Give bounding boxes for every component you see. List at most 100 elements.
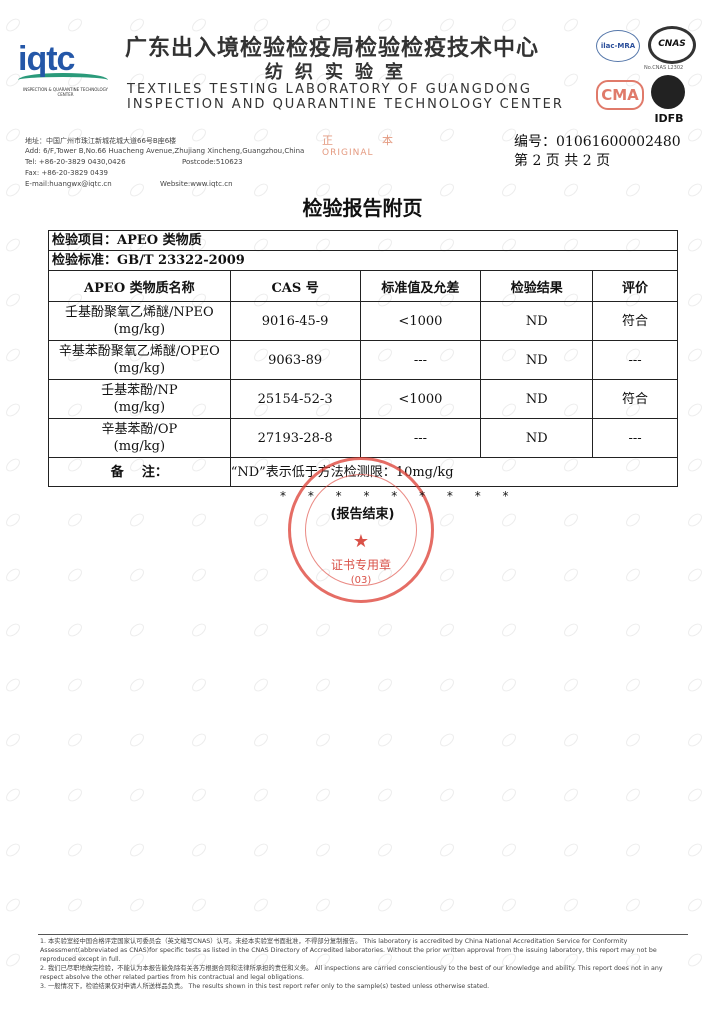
col-header-limit: 标准值及允差: [359, 270, 482, 302]
watermark-mark: [65, 16, 85, 34]
address-en: Add: 6/F,Tower B,No.66 Huacheng Avenue,Z…: [25, 147, 305, 155]
watermark-mark: [437, 676, 457, 694]
watermark-mark: [685, 841, 705, 859]
watermark-mark: [251, 731, 271, 749]
watermark-mark: [685, 731, 705, 749]
postcode: Postcode:510623: [182, 158, 243, 166]
watermark-mark: [499, 731, 519, 749]
watermark-mark: [189, 731, 209, 749]
watermark-mark: [623, 896, 643, 914]
telephone: Tel: +86-20-3829 0430,0426: [25, 158, 126, 166]
ilac-mra-logo: ilac-MRA: [596, 30, 640, 62]
watermark-mark: [437, 621, 457, 639]
watermark-mark: [375, 621, 395, 639]
watermark-mark: [375, 841, 395, 859]
cma-logo: CMA: [596, 80, 644, 110]
watermark-mark: [685, 676, 705, 694]
watermark-mark: [65, 621, 85, 639]
watermark-mark: [375, 786, 395, 804]
watermark-mark: [3, 346, 23, 364]
watermark-mark: [3, 456, 23, 474]
footnote-3: 3. 一般情况下，检验结果仅对申请人所送样品负责。 The results sh…: [40, 983, 490, 990]
watermark-mark: [561, 786, 581, 804]
watermark-mark: [561, 566, 581, 584]
watermark-mark: [623, 731, 643, 749]
watermark-mark: [499, 511, 519, 529]
table-row: 壬基苯酚/NP (mg/kg) 25154-52-3 <1000 ND 符合: [48, 379, 678, 419]
watermark-mark: [685, 346, 705, 364]
watermark-mark: [685, 236, 705, 254]
substance-unit: (mg/kg): [113, 361, 166, 376]
watermark-mark: [685, 566, 705, 584]
watermark-mark: [561, 896, 581, 914]
watermark-mark: [65, 731, 85, 749]
watermark-mark: [65, 676, 85, 694]
watermark-mark: [127, 621, 147, 639]
substance-name-text: 壬基苯酚/NP: [101, 383, 178, 398]
cas-number: 9063-89: [229, 340, 361, 380]
watermark-mark: [437, 511, 457, 529]
watermark-mark: [499, 896, 519, 914]
watermark-mark: [685, 456, 705, 474]
watermark-mark: [685, 786, 705, 804]
test-item: 检验项目：APEO 类物质: [48, 230, 678, 251]
substance-name: 壬基苯酚/NP (mg/kg): [48, 379, 231, 419]
star-icon: ★: [352, 531, 370, 552]
watermark-mark: [437, 786, 457, 804]
watermark-mark: [3, 16, 23, 34]
footnotes: 1. 本实验室经中国合格评定国家认可委员会（英文缩写CNAS）认可。未经本实验室…: [40, 937, 680, 991]
watermark-mark: [685, 126, 705, 144]
test-result: ND: [480, 340, 594, 380]
watermark-mark: [189, 621, 209, 639]
end-stars: * * * * * * * * *: [280, 489, 518, 503]
watermark-mark: [313, 786, 333, 804]
test-standard: 检验标准：GB/T 23322-2009: [48, 250, 678, 271]
watermark-mark: [3, 841, 23, 859]
watermark-mark: [3, 951, 23, 969]
watermark-mark: [685, 401, 705, 419]
watermark-mark: [3, 291, 23, 309]
table-row: 辛基苯酚/OP (mg/kg) 27193-28-8 --- ND ---: [48, 418, 678, 458]
table-row: 壬基酚聚氧乙烯醚/NPEO (mg/kg) 9016-45-9 <1000 ND …: [48, 301, 678, 341]
watermark-mark: [189, 511, 209, 529]
watermark-mark: [189, 841, 209, 859]
substance-name: 辛基苯酚聚氧乙烯醚/OPEO (mg/kg): [48, 340, 231, 380]
watermark-mark: [437, 896, 457, 914]
seal-number: (03): [350, 575, 372, 586]
cnas-number: No.CNAS L2302: [644, 65, 684, 71]
watermark-mark: [3, 511, 23, 529]
official-seal: ★ 证书专用章 (03): [288, 457, 434, 603]
watermark-mark: [685, 511, 705, 529]
original-mark: 正 本 ORIGINAL: [322, 132, 407, 158]
page-indicator: 第 2 页 共 2 页: [514, 153, 611, 169]
limit-value: ---: [359, 340, 482, 380]
watermark-mark: [561, 621, 581, 639]
substance-name-text: 辛基苯酚/OP: [101, 422, 178, 437]
cnas-logo: CNAS: [648, 26, 696, 64]
org-title-en-2: INSPECTION AND QUARANTINE TECHNOLOGY CEN…: [127, 97, 564, 112]
logo-arc: [18, 73, 108, 87]
iqtc-logo: iqtc INSPECTION & QUARANTINE TECHNOLOGY …: [18, 40, 113, 97]
watermark-mark: [127, 731, 147, 749]
test-result: ND: [480, 301, 594, 341]
watermark-mark: [3, 896, 23, 914]
substance-unit: (mg/kg): [113, 439, 166, 454]
watermark-mark: [251, 896, 271, 914]
idfb-logo: IDFB: [654, 112, 684, 125]
col-header-evaluation: 评价: [592, 270, 678, 302]
address-cn: 地址：中国广州市珠江新城花城大道66号B座6楼: [25, 137, 177, 145]
watermark-mark: [437, 731, 457, 749]
watermark-mark: [437, 126, 457, 144]
logo-text: iqtc: [18, 40, 75, 78]
watermark-mark: [623, 511, 643, 529]
watermark-mark: [251, 786, 271, 804]
cas-number: 9016-45-9: [229, 301, 361, 341]
watermark-mark: [623, 786, 643, 804]
watermark-mark: [251, 126, 271, 144]
watermark-mark: [313, 896, 333, 914]
col-header-name: APEO 类物质名称: [48, 270, 231, 302]
cas-number: 27193-28-8: [229, 418, 361, 458]
evaluation: ---: [592, 418, 678, 458]
watermark-mark: [499, 566, 519, 584]
